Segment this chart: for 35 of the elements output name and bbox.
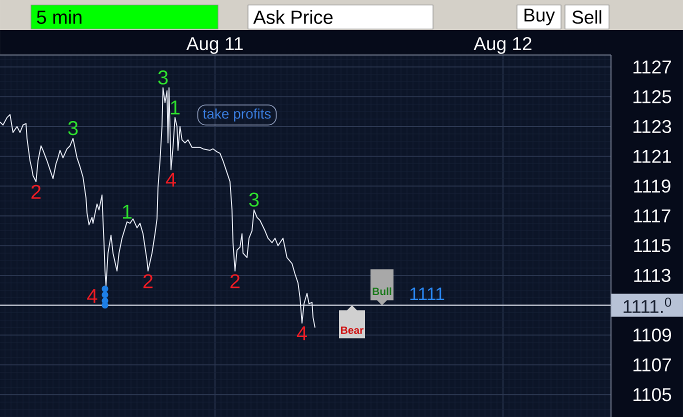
y-tick-label: 1105 — [634, 388, 672, 402]
annotation: Bear — [341, 326, 364, 334]
text: 5 min — [36, 10, 82, 24]
y-tick-label: 1121 — [634, 150, 671, 163]
annotation: 4 — [296, 326, 307, 340]
text: Ask Price — [253, 10, 333, 24]
annotation: 1 — [122, 204, 132, 219]
text: Sell — [572, 10, 602, 24]
y-tick-label: 1115 — [634, 239, 670, 252]
ref-line-label: 1111.$^{0}$ — [624, 298, 672, 313]
annotation: 3 — [249, 192, 259, 207]
y-tick-label: 1119 — [634, 180, 670, 193]
annotation: 2 — [31, 184, 41, 199]
point — [102, 292, 108, 298]
y-tick-label: 1125 — [634, 90, 672, 104]
annotation: 3 — [158, 70, 168, 85]
annotation: 1 — [170, 100, 180, 114]
y-tick-label: 1123 — [634, 120, 672, 134]
annotation: 2 — [143, 274, 153, 288]
annotation: take profits — [202, 108, 271, 122]
point — [102, 286, 108, 292]
y-tick-label: 1107 — [634, 358, 671, 372]
y-tick-label: 1113 — [634, 268, 670, 282]
x-tick-label: Aug 11 — [186, 37, 243, 54]
annotation: Bull — [372, 287, 392, 296]
annotation: 4 — [87, 289, 98, 303]
text: Buy — [524, 8, 555, 26]
annotation: 3 — [68, 121, 78, 136]
x-tick-label: Aug 12 — [474, 37, 532, 54]
annotation: 2 — [230, 274, 240, 288]
y-tick-label: 1117 — [634, 210, 670, 222]
y-tick-label: 1127 — [634, 60, 671, 74]
y-tick-label: 1109 — [634, 328, 672, 342]
annotation: 1111 — [410, 288, 444, 300]
annotation: 4 — [166, 172, 176, 187]
